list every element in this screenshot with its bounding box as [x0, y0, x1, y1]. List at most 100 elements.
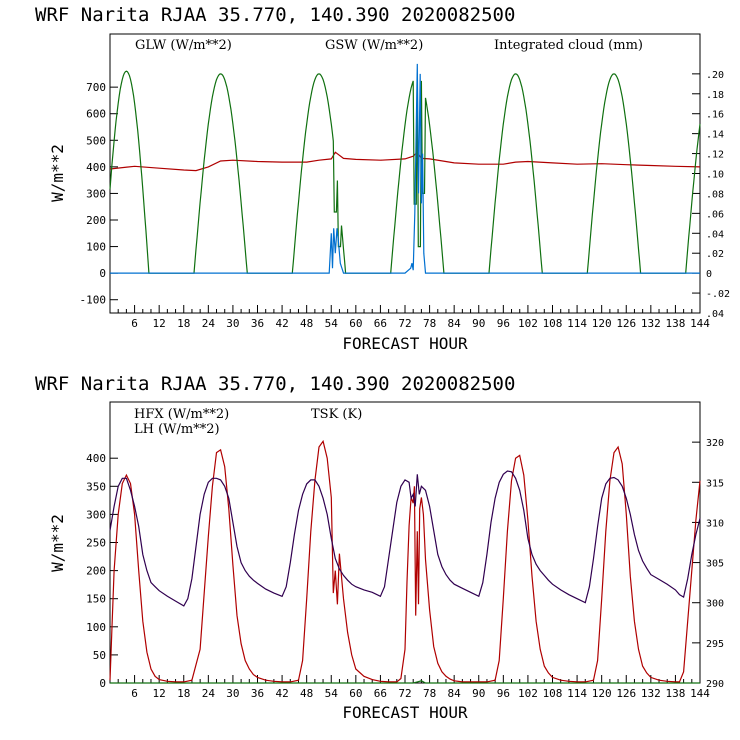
series-lh — [110, 680, 700, 684]
x-tick-label: 108 — [543, 317, 563, 330]
panel-1-title: WRF Narita RJAA 35.770, 140.390 20200825… — [35, 4, 515, 26]
radiation-panel: WRF Narita RJAA 35.770, 140.390 20200825… — [35, 4, 730, 353]
x-tick-label: 42 — [275, 687, 288, 700]
panel-2-series — [109, 439, 701, 684]
x-tick-label: 120 — [592, 687, 612, 700]
x-tick-label: 18 — [177, 687, 190, 700]
x-tick-label: 42 — [275, 317, 288, 330]
y2-tick-label: .18 — [706, 90, 724, 101]
series-tsk — [109, 470, 701, 607]
x-tick-label: 102 — [518, 317, 538, 330]
y2-tick-label: .10 — [706, 170, 724, 181]
panel-1-right-axis: .04 -.02 0 .02 .04 .06 .08 .10 .12 .14 .16 .18 .20 — [692, 70, 730, 320]
y2-tick-label: 320 — [706, 438, 724, 449]
x-tick-label: 66 — [374, 317, 387, 330]
x-tick-label: 108 — [543, 687, 563, 700]
series-cloud — [110, 63, 700, 274]
y2-tick-label: .06 — [706, 209, 724, 220]
y2-tick-label: .16 — [706, 110, 724, 121]
x-tick-label: 132 — [641, 687, 661, 700]
x-tick-label: 30 — [226, 317, 239, 330]
x-tick-label: 84 — [448, 687, 462, 700]
x-tick-label: 18 — [177, 317, 190, 330]
panel-1-x-axis: 6 12 18 24 30 36 42 48 54 60 66 72 78 84 90 96 102 108 114… — [109, 305, 710, 330]
flux-panel: WRF Narita RJAA 35.770, 140.390 20200825… — [35, 373, 724, 722]
x-tick-label: 30 — [226, 687, 239, 700]
x-tick-label: 78 — [423, 317, 436, 330]
x-tick-label: 12 — [153, 317, 166, 330]
x-tick-label: 54 — [325, 317, 339, 330]
x-tick-label: 6 — [131, 687, 138, 700]
y-tick-label: 100 — [86, 241, 106, 254]
x-tick-label: 12 — [153, 687, 166, 700]
x-tick-label: 132 — [641, 317, 661, 330]
y-tick-label: 150 — [86, 593, 106, 606]
panel-2-title: WRF Narita RJAA 35.770, 140.390 20200825… — [35, 373, 515, 395]
panel-2-legend-tsk: TSK (K) — [311, 407, 362, 422]
y-tick-label: 700 — [86, 81, 106, 94]
y2-tick-label: .20 — [706, 70, 724, 81]
x-tick-label: 48 — [300, 317, 313, 330]
x-tick-label: 36 — [251, 687, 264, 700]
x-tick-label: 60 — [349, 317, 362, 330]
series-hfx — [109, 439, 701, 683]
y2-tick-label: 305 — [706, 559, 724, 570]
x-tick-label: 66 — [374, 687, 387, 700]
x-tick-label: 114 — [567, 317, 587, 330]
y-tick-label: 0 — [99, 267, 106, 280]
x-tick-label: 60 — [349, 687, 362, 700]
y2-tick-label: 300 — [706, 599, 724, 610]
x-tick-label: 72 — [398, 317, 411, 330]
x-tick-label: 102 — [518, 687, 538, 700]
y-tick-label: 400 — [86, 452, 106, 465]
y-tick-label: 200 — [86, 214, 106, 227]
x-tick-label: 144 — [690, 317, 710, 330]
x-tick-label: 138 — [665, 317, 685, 330]
y2-tick-label: -.02 — [706, 289, 730, 300]
series-glw — [109, 151, 701, 172]
x-tick-label: 36 — [251, 317, 264, 330]
panel-2-x-axis-label: FORECAST HOUR — [342, 703, 468, 722]
x-tick-label: 78 — [423, 687, 436, 700]
panel-1-legend-gsw: GSW (W/m**2) — [325, 38, 423, 53]
panel-2-legend-hfx: HFX (W/m**2) — [134, 407, 229, 422]
x-tick-label: 72 — [398, 687, 411, 700]
y-tick-label: 600 — [86, 108, 106, 121]
x-tick-label: 96 — [497, 687, 510, 700]
x-tick-label: 90 — [472, 687, 485, 700]
y2-tick-label: 290 — [706, 679, 724, 690]
y-tick-label: 500 — [86, 134, 106, 147]
panel-2-y-axis-label: W/m**2 — [48, 514, 67, 572]
panel-2-legend-lh: LH (W/m**2) — [134, 422, 220, 437]
panel-1-y-axis-label: W/m**2 — [48, 144, 67, 202]
y-tick-label: 300 — [86, 508, 106, 521]
y-tick-label: 100 — [86, 621, 106, 634]
x-tick-label: 6 — [131, 317, 138, 330]
y-tick-label: 0 — [99, 677, 106, 690]
y2-tick-label: .02 — [706, 249, 724, 260]
y-tick-label: 400 — [86, 161, 106, 174]
panel-1-legend-glw: GLW (W/m**2) — [135, 38, 232, 53]
y-tick-label: 250 — [86, 537, 106, 550]
y-tick-label: -100 — [80, 294, 107, 307]
y-tick-label: 50 — [93, 649, 106, 662]
x-tick-label: 24 — [202, 687, 216, 700]
y2-tick-label: .12 — [706, 150, 724, 161]
y2-tick-label: 295 — [706, 639, 724, 650]
panel-1-y-axis: -100 0 100 200 300 400 500 600 700 — [80, 81, 118, 307]
x-tick-label: 84 — [448, 317, 462, 330]
panel-1-x-axis-label: FORECAST HOUR — [342, 334, 468, 353]
x-tick-label: 54 — [325, 687, 339, 700]
x-tick-label: 114 — [567, 687, 587, 700]
y2-tick-label: .14 — [706, 130, 724, 141]
x-tick-label: 144 — [690, 687, 710, 700]
y2-tick-label: .08 — [706, 189, 724, 200]
y2-tick-label: 315 — [706, 478, 724, 489]
panel-2-y-axis: 0 50 100 150 200 250 300 350 400 — [86, 452, 118, 690]
panel-1-series — [109, 63, 701, 274]
x-tick-label: 126 — [616, 317, 636, 330]
y-tick-label: 350 — [86, 480, 106, 493]
x-tick-label: 24 — [202, 317, 216, 330]
y-tick-label: 300 — [86, 187, 106, 200]
